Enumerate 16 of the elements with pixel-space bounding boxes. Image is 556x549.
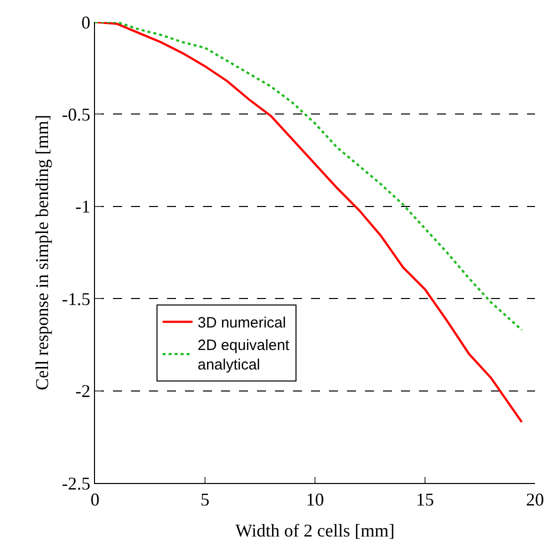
y-axis-title: Cell response in simple bending [mm] bbox=[32, 114, 52, 390]
x-tick-label: 10 bbox=[306, 490, 324, 510]
y-tick-label: -1.5 bbox=[62, 288, 90, 309]
x-tick-label: 20 bbox=[526, 490, 544, 510]
line-series bbox=[95, 22, 523, 424]
y-tick-label: -0.5 bbox=[62, 104, 90, 124]
x-tick-label: 15 bbox=[416, 490, 434, 510]
y-tick-label: -2.5 bbox=[62, 473, 90, 494]
y-tick-label: -1 bbox=[75, 196, 90, 217]
y-tick-label: -2 bbox=[75, 381, 90, 402]
x-axis-title: Width of 2 cells [mm] bbox=[235, 520, 395, 541]
x-tick-label: 5 bbox=[200, 490, 210, 510]
line-series bbox=[95, 22, 523, 332]
legend-label: 2D equivalent analytical bbox=[198, 337, 290, 374]
y-tick-label: 0 bbox=[81, 12, 90, 32]
legend-label: 3D numerical bbox=[198, 314, 286, 332]
